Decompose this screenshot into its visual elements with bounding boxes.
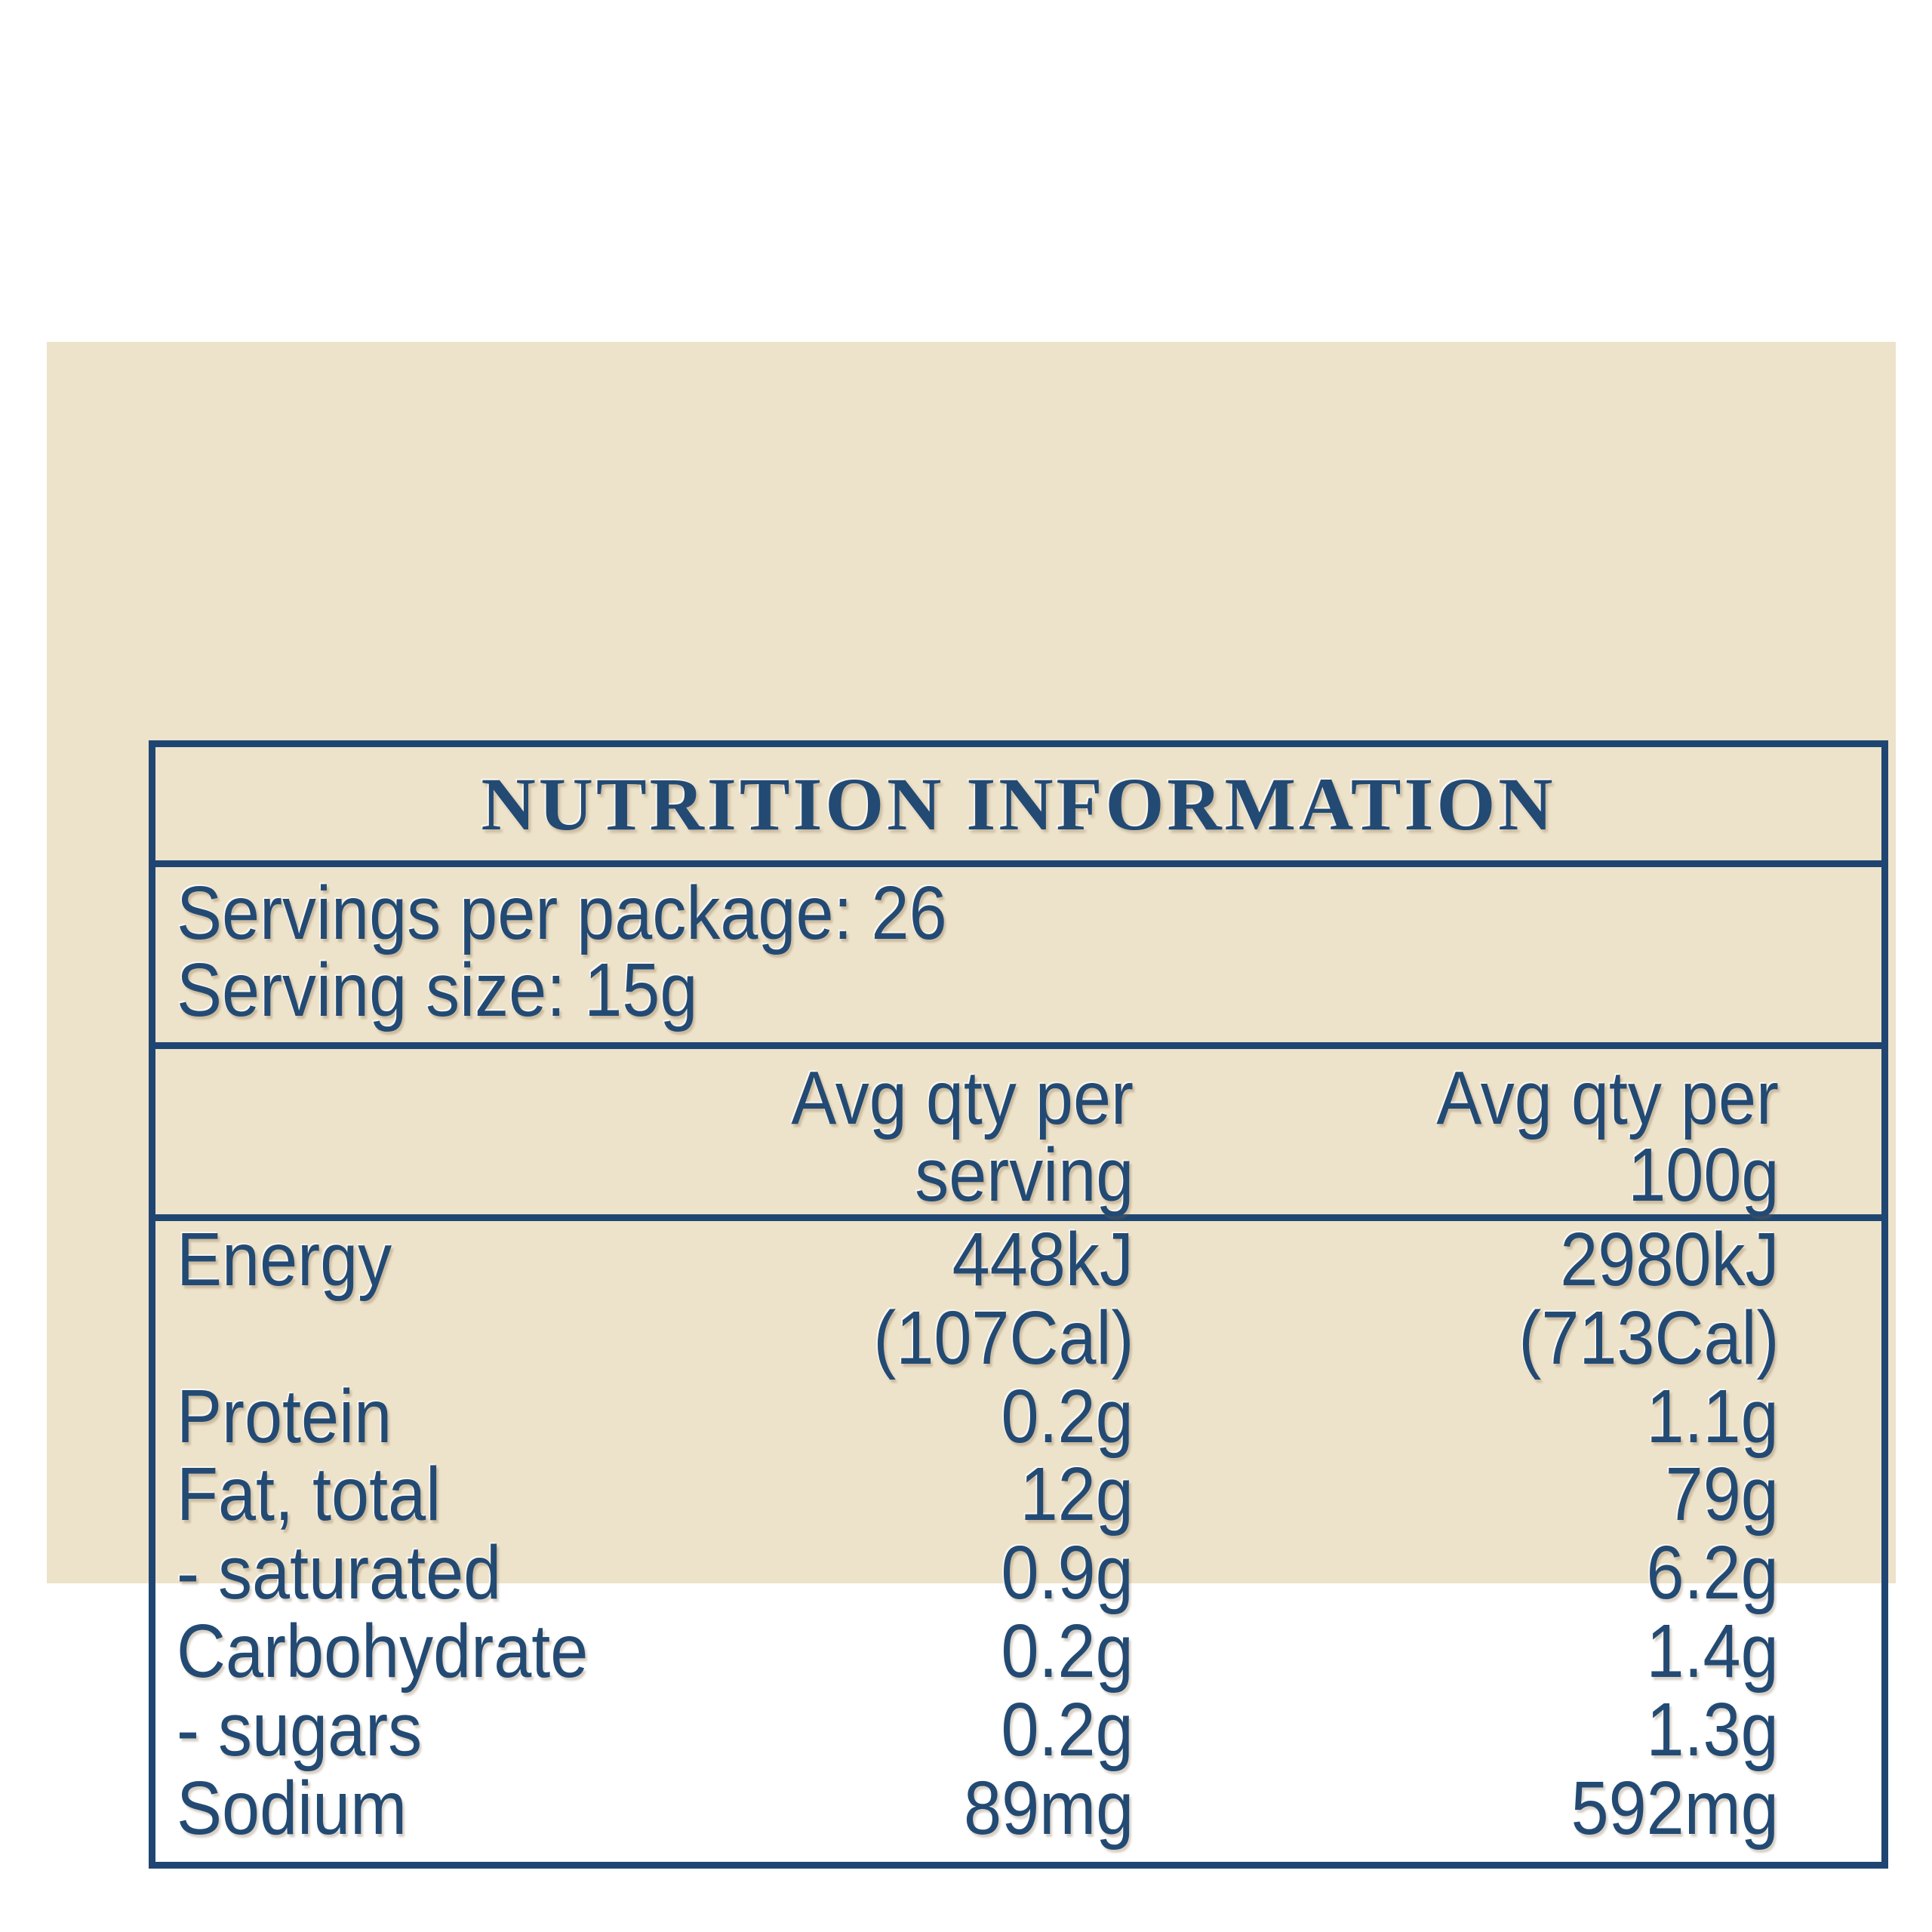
per-100g-column-header: Avg qty per 100g bbox=[1134, 1060, 1881, 1214]
table-row: - sugars 0.2g 1.3g bbox=[155, 1687, 1881, 1772]
per-serving-value: 0.2g bbox=[1001, 1608, 1134, 1694]
per-100g-value: 79g bbox=[1665, 1452, 1779, 1537]
nutrient-label: - sugars bbox=[177, 1687, 423, 1772]
per-100g-value: 1.3g bbox=[1646, 1687, 1779, 1772]
per-100g-header-line2: 100g bbox=[1627, 1133, 1779, 1217]
serving-info-section: Servings per package: 26 Serving size: 1… bbox=[155, 867, 1881, 1049]
per-100g-header-line1: Avg qty per bbox=[1436, 1056, 1779, 1140]
serving-size-line: Serving size: 15g bbox=[155, 952, 1881, 1029]
label-panel: NUTRITION INFORMATION Servings per packa… bbox=[47, 342, 1896, 1869]
nutrient-column-header bbox=[155, 1060, 684, 1214]
per-serving-value: 0.2g bbox=[1001, 1687, 1134, 1772]
nutrient-label: Fat, total bbox=[177, 1452, 441, 1537]
column-header-row: Avg qty per serving Avg qty per 100g bbox=[155, 1049, 1881, 1221]
per-serving-value: 12g bbox=[1020, 1452, 1134, 1537]
table-row: (107Cal) (713Cal) bbox=[155, 1295, 1881, 1380]
per-100g-value: 1.1g bbox=[1646, 1374, 1779, 1459]
table-row: Protein 0.2g 1.1g bbox=[155, 1374, 1881, 1459]
nutrient-label: Sodium bbox=[177, 1765, 408, 1850]
per-100g-value: (713Cal) bbox=[1518, 1295, 1779, 1380]
table-row: Fat, total 12g 79g bbox=[155, 1456, 1881, 1534]
per-serving-value: (107Cal) bbox=[872, 1295, 1134, 1380]
nutrient-rows-section: Energy 448kJ 2980kJ (107Cal) (713Cal) Pr… bbox=[155, 1217, 1881, 1850]
nutrition-table: NUTRITION INFORMATION Servings per packa… bbox=[149, 740, 1888, 1869]
per-serving-value: 89mg bbox=[963, 1765, 1134, 1850]
per-serving-value: 0.9g bbox=[1001, 1531, 1134, 1616]
per-serving-value: 0.2g bbox=[1001, 1374, 1134, 1459]
serving-size-text: Serving size: 15g bbox=[177, 948, 698, 1032]
table-row: Sodium 89mg 592mg bbox=[155, 1765, 1881, 1850]
title-row: NUTRITION INFORMATION bbox=[155, 747, 1881, 867]
table-row: Energy 448kJ 2980kJ bbox=[155, 1217, 1881, 1302]
servings-per-package-text: Servings per package: 26 bbox=[177, 871, 947, 955]
per-serving-value: 448kJ bbox=[952, 1217, 1134, 1302]
panel-title: NUTRITION INFORMATION bbox=[481, 761, 1556, 846]
per-serving-header-line1: Avg qty per bbox=[791, 1056, 1134, 1140]
per-100g-value: 2980kJ bbox=[1559, 1217, 1779, 1302]
servings-per-package-line: Servings per package: 26 bbox=[155, 875, 1881, 952]
per-100g-value: 6.2g bbox=[1646, 1531, 1779, 1616]
nutrient-label: Energy bbox=[177, 1217, 392, 1302]
nutrient-label: Carbohydrate bbox=[177, 1608, 589, 1694]
per-100g-value: 592mg bbox=[1571, 1765, 1779, 1850]
nutrient-label: Protein bbox=[177, 1374, 392, 1459]
table-row: - saturated 0.9g 6.2g bbox=[155, 1534, 1881, 1613]
nutrient-label: - saturated bbox=[177, 1531, 502, 1616]
per-serving-header-line2: serving bbox=[914, 1133, 1134, 1217]
per-serving-column-header: Avg qty per serving bbox=[684, 1060, 1134, 1214]
table-row: Carbohydrate 0.2g 1.4g bbox=[155, 1608, 1881, 1694]
per-100g-value: 1.4g bbox=[1646, 1608, 1779, 1694]
